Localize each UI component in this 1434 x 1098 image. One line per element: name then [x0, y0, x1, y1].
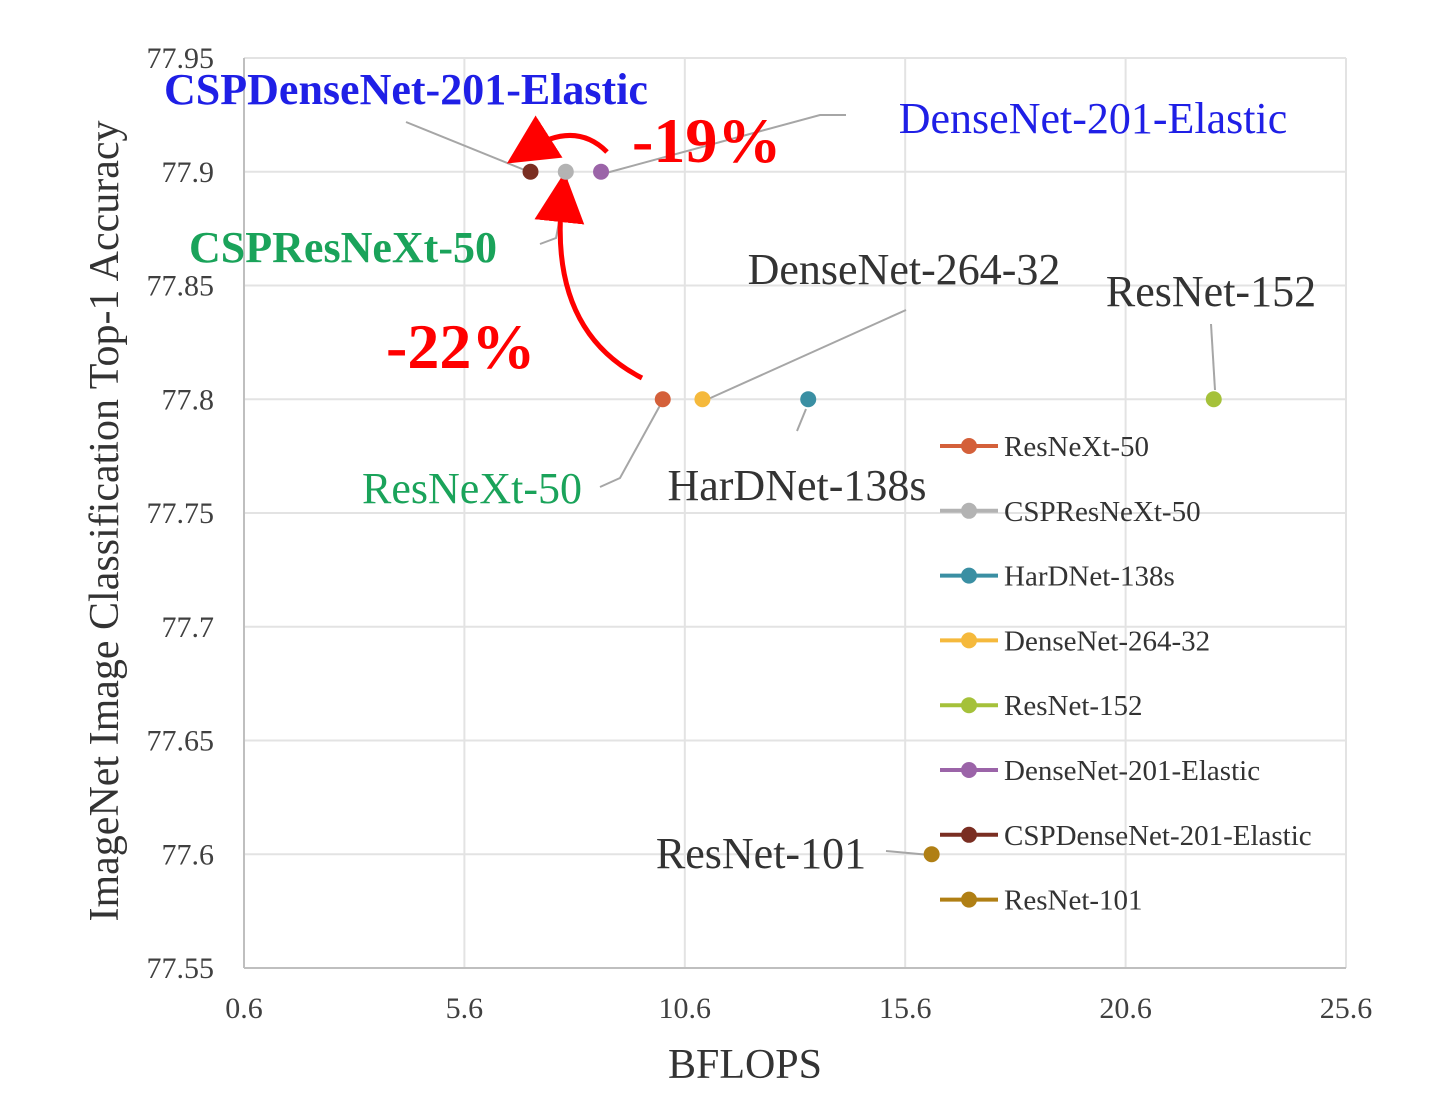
leader-line	[599, 399, 664, 488]
y-tick-label: 77.7	[162, 611, 215, 644]
y-tick-label: 77.75	[147, 497, 215, 530]
data-points	[522, 163, 1222, 863]
leader-line	[605, 114, 846, 174]
legend-entry: HarDNet-138s	[1004, 561, 1175, 593]
legend-entry: ResNet-101	[1004, 885, 1143, 917]
data-point	[694, 391, 711, 408]
x-axis-ticks: 0.6 5.6 10.6 15.6 20.6 25.6	[225, 992, 1372, 1025]
y-tick-label: 77.9	[162, 156, 215, 189]
leader-line	[705, 309, 907, 401]
y-tick-label: 77.65	[147, 725, 215, 758]
legend-entry: DenseNet-201-Elastic	[1004, 755, 1260, 787]
point-label: HarDNet-138s	[667, 461, 926, 510]
y-tick-label: 77.85	[147, 270, 215, 303]
arrow-22-percent	[534, 172, 644, 381]
reduction-arrows	[506, 115, 644, 381]
point-label: DenseNet-201-Elastic	[899, 94, 1288, 143]
leader-line	[1210, 323, 1216, 391]
legend-entry: CSPResNeXt-50	[1004, 496, 1201, 528]
legend-swatch-marker	[961, 826, 977, 843]
data-point	[557, 163, 574, 180]
legend-swatch-marker	[961, 438, 977, 454]
point-label: DenseNet-264-32	[748, 245, 1061, 294]
arrow-19-percent	[506, 115, 609, 164]
legend-swatch-marker	[961, 502, 977, 519]
data-point	[593, 163, 610, 180]
y-tick-label: 77.55	[147, 952, 215, 985]
legend-entry: ResNet-152	[1004, 690, 1143, 722]
plot-frame	[243, 58, 1346, 969]
point-label: CSPDenseNet-201-Elastic	[164, 65, 648, 114]
data-point	[654, 391, 671, 408]
x-tick-label: 25.6	[1320, 992, 1373, 1025]
legend-swatch-marker	[961, 762, 977, 778]
data-point	[522, 163, 539, 180]
point-label: ResNet-152	[1106, 267, 1316, 316]
horizontal-gridlines	[244, 57, 1346, 969]
data-point	[800, 391, 817, 408]
legend-swatch-marker	[961, 567, 977, 584]
leader-line	[539, 174, 569, 245]
leader-line	[405, 121, 533, 174]
data-point	[923, 846, 940, 863]
y-tick-label: 77.8	[162, 383, 215, 416]
leader-line	[796, 408, 807, 432]
point-label: ResNet-101	[656, 829, 866, 878]
x-tick-label: 15.6	[879, 992, 932, 1025]
data-point	[1205, 391, 1222, 408]
y-axis-title: ImageNet Image Classification Top-1 Accu…	[82, 121, 128, 922]
x-tick-label: 20.6	[1099, 992, 1152, 1025]
x-axis-title: BFLOPS	[668, 1042, 822, 1088]
x-tick-label: 0.6	[225, 992, 263, 1025]
legend-entry: ResNeXt-50	[1004, 431, 1149, 463]
legend-entry: DenseNet-264-32	[1004, 625, 1210, 657]
legend-swatch-marker	[961, 697, 977, 714]
y-tick-label: 77.95	[147, 42, 215, 75]
percent-annotation-22: -22%	[386, 311, 535, 382]
y-axis-ticks: 77.55 77.6 77.65 77.7 77.75 77.8 77.85 77.9 77.9…	[147, 42, 215, 985]
legend-swatch-marker	[961, 891, 977, 908]
point-label: CSPResNeXt-50	[189, 223, 497, 272]
point-labels: ResNeXt-50 CSPResNeXt-50 HarDNet-138s Dense…	[164, 65, 1316, 878]
x-tick-label: 10.6	[659, 992, 712, 1025]
leader-line	[885, 850, 931, 856]
legend-swatch-marker	[961, 632, 977, 649]
x-tick-label: 5.6	[446, 992, 484, 1025]
legend-entry: CSPDenseNet-201-Elastic	[1004, 820, 1312, 852]
legend: ResNeXt-50 CSPResNeXt-50 HarDNet-138s Dense…	[940, 431, 1312, 917]
percent-annotation-19: -19%	[632, 105, 781, 176]
y-tick-label: 77.6	[162, 838, 215, 871]
point-label: ResNeXt-50	[362, 464, 582, 513]
